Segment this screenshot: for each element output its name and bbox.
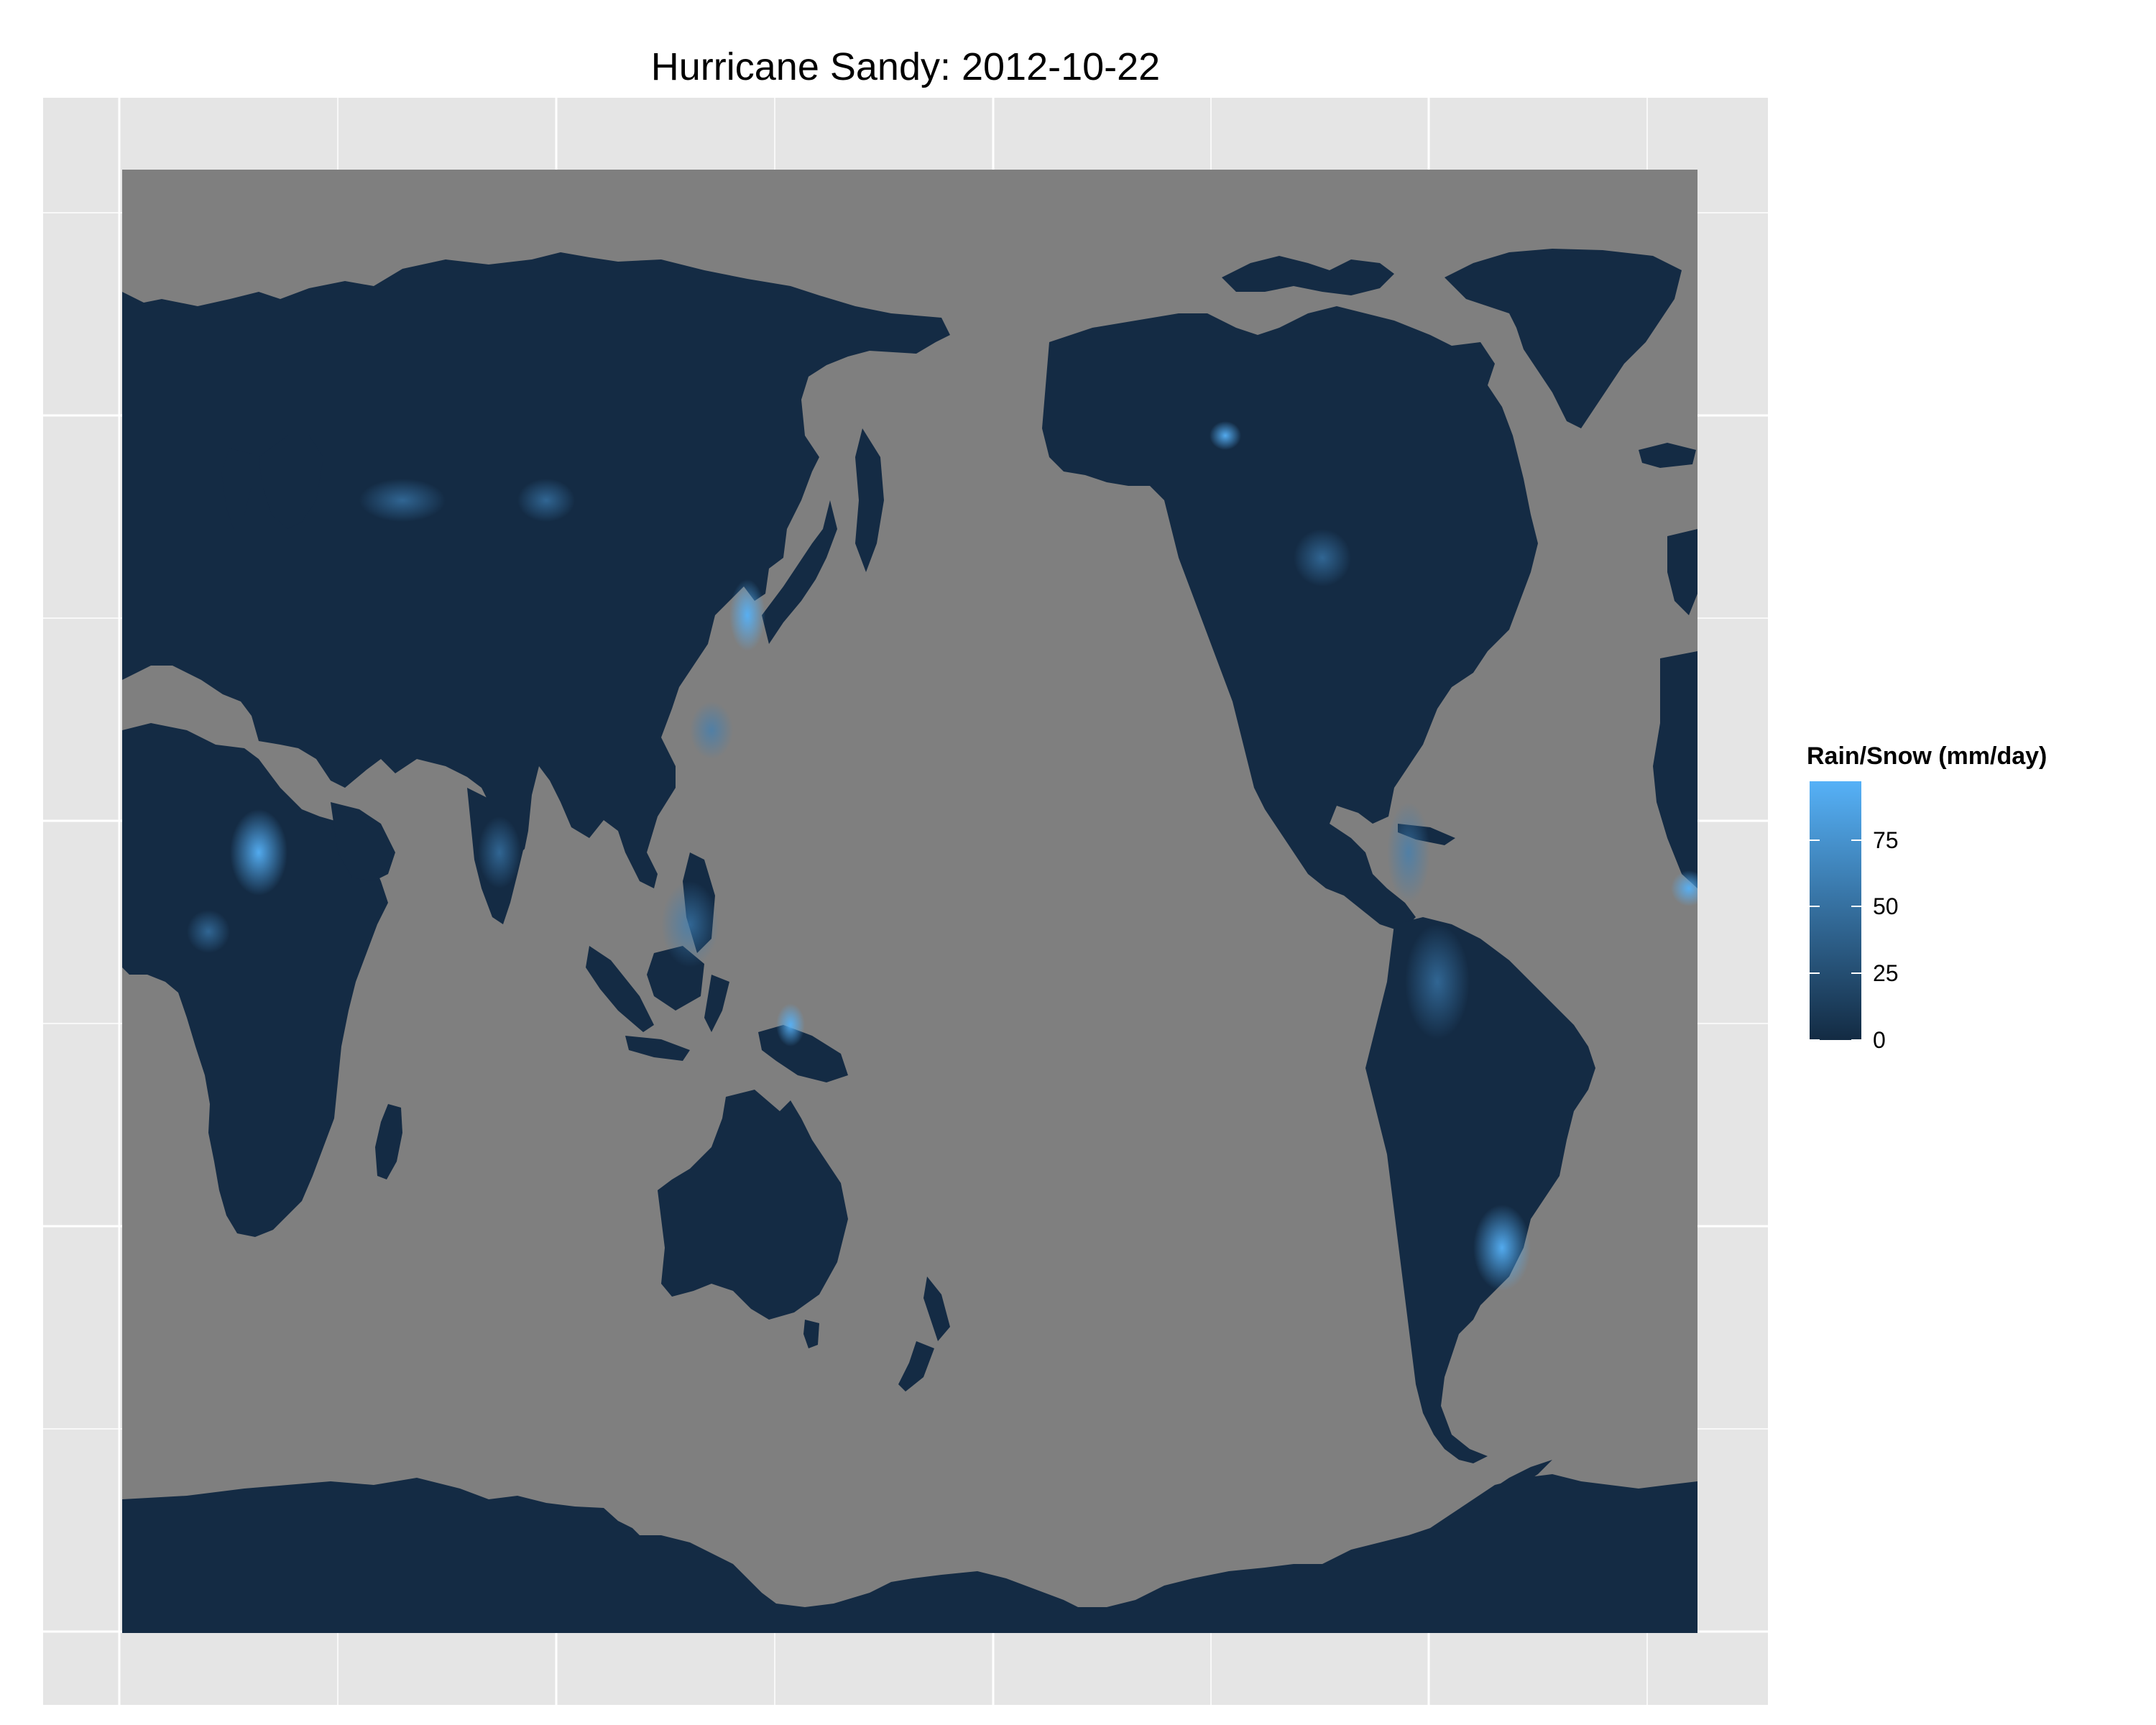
legend-colorbar xyxy=(1810,781,1861,1040)
africa-west-edge xyxy=(1653,651,1697,888)
antarctica xyxy=(122,1474,1697,1633)
arctic-archipelago xyxy=(1222,256,1394,295)
legend-tick-label: 75 xyxy=(1873,827,1899,853)
madagascar xyxy=(375,1104,402,1179)
new-zealand-south xyxy=(898,1341,934,1392)
legend-tick-label: 0 xyxy=(1873,1027,1886,1053)
legend-tick-label: 50 xyxy=(1873,893,1899,920)
legend-title: Rain/Snow (mm/day) xyxy=(1807,742,2047,770)
precipitation-map xyxy=(43,98,1768,1705)
new-zealand-north xyxy=(923,1276,950,1341)
plot-panel xyxy=(43,98,1768,1705)
legend-tick-mark xyxy=(1851,906,1861,908)
legend-tick-mark xyxy=(1810,972,1820,975)
land-masses xyxy=(122,249,1697,1633)
greenland xyxy=(1445,249,1682,428)
iberia xyxy=(1667,529,1697,615)
arabia xyxy=(331,802,395,881)
sumatra xyxy=(586,946,654,1032)
legend-tick-mark xyxy=(1851,1039,1861,1041)
legend: Rain/Snow (mm/day) 75 50 25 0 xyxy=(1807,742,2137,1052)
legend-tick-mark xyxy=(1851,839,1861,841)
legend-tick-mark xyxy=(1810,906,1820,908)
precipitation-highlights xyxy=(187,421,1697,1291)
antarctic-peninsula xyxy=(1466,1460,1552,1514)
uk xyxy=(221,448,252,529)
australia xyxy=(658,1090,848,1320)
iceland xyxy=(1639,443,1696,468)
eurasia xyxy=(122,252,950,888)
scandinavia xyxy=(259,436,323,529)
legend-tick-mark xyxy=(1851,972,1861,975)
java xyxy=(625,1036,690,1061)
tasmania xyxy=(803,1320,819,1348)
sulawesi xyxy=(704,975,729,1032)
kamchatka xyxy=(855,428,884,572)
chart-title: Hurricane Sandy: 2012-10-22 xyxy=(650,45,1161,88)
legend-tick-mark xyxy=(1810,839,1820,841)
japan xyxy=(762,500,837,644)
africa xyxy=(122,723,388,1237)
south-america xyxy=(1365,917,1595,1463)
legend-tick-label: 25 xyxy=(1873,960,1899,987)
map-area xyxy=(122,170,1697,1633)
north-america xyxy=(1042,306,1538,932)
legend-tick-mark xyxy=(1810,1039,1820,1041)
